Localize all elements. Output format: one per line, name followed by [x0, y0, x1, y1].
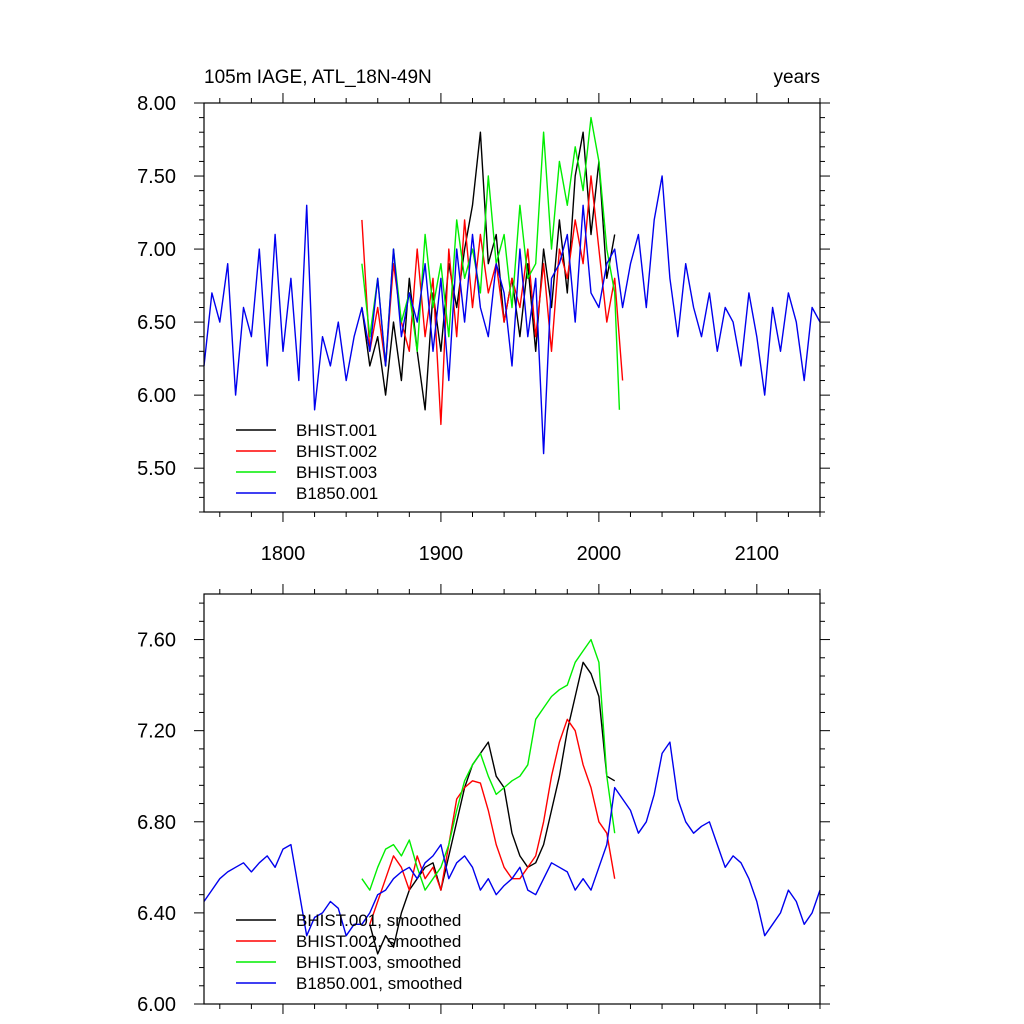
top-ytick-label: 7.50 [137, 166, 176, 188]
top-panel-lines [203, 116, 821, 455]
top-xtick-label: 2000 [577, 543, 622, 565]
bottom-legend-label: B1850.001, smoothed [296, 974, 462, 993]
top-series-line-0 [361, 131, 616, 411]
bottom-ytick-label: 6.00 [137, 994, 176, 1016]
bottom-series-line-1 [369, 718, 616, 925]
top-legend-label: BHIST.001 [296, 421, 377, 440]
bottom-series-line-2 [361, 638, 616, 891]
bottom-panel: 6.00 6.40 6.80 7.20 7.60 BHIST.001, smoothed… [137, 584, 830, 1016]
bottom-legend-label: BHIST.001, smoothed [296, 911, 461, 930]
top-xtick-label: 2100 [735, 543, 780, 565]
top-panel-units: years [774, 67, 820, 88]
top-panel-legend: BHIST.001 BHIST.002 BHIST.003 B1850.001 [236, 421, 378, 503]
top-panel-title: 105m IAGE, ATL_18N-49N [204, 67, 432, 88]
top-panel-ticks [194, 93, 830, 522]
bottom-ytick-label: 7.20 [137, 721, 176, 743]
top-series-line-3 [203, 175, 821, 455]
bottom-panel-legend: BHIST.001, smoothed BHIST.002, smoothed BH… [236, 911, 462, 993]
top-panel-tick-labels: 5.50 6.00 6.50 7.00 7.50 8.00 1800 1900 2000 2100 [137, 93, 779, 565]
top-legend-label: BHIST.003 [296, 463, 377, 482]
bottom-ytick-label: 7.60 [137, 630, 176, 652]
top-ytick-label: 6.00 [137, 385, 176, 407]
bottom-panel-lines [203, 638, 821, 955]
bottom-legend-label: BHIST.003, smoothed [296, 953, 461, 972]
bottom-ytick-label: 6.80 [137, 812, 176, 834]
top-ytick-label: 5.50 [137, 458, 176, 480]
bottom-legend-label: BHIST.002, smoothed [296, 932, 461, 951]
bottom-panel-ticks [194, 584, 830, 1014]
top-panel-frame [203, 102, 821, 513]
bottom-panel-tick-labels: 6.00 6.40 6.80 7.20 7.60 [137, 630, 176, 1016]
top-series-line-1 [361, 175, 624, 426]
top-xtick-label: 1900 [419, 543, 464, 565]
top-ytick-label: 6.50 [137, 312, 176, 334]
top-ytick-label: 7.00 [137, 239, 176, 261]
top-legend-label: BHIST.002 [296, 442, 377, 461]
top-xtick-label: 1800 [261, 543, 306, 565]
bottom-ytick-label: 6.40 [137, 903, 176, 925]
top-panel: 105m IAGE, ATL_18N-49N years 5.50 6.00 6.5… [137, 67, 830, 565]
top-series-line-2 [361, 116, 621, 410]
bottom-series-line-3 [203, 741, 821, 937]
top-legend-label: B1850.001 [296, 484, 378, 503]
top-ytick-label: 8.00 [137, 93, 176, 115]
bottom-panel-frame [203, 593, 821, 1005]
bottom-series-line-0 [369, 661, 616, 955]
